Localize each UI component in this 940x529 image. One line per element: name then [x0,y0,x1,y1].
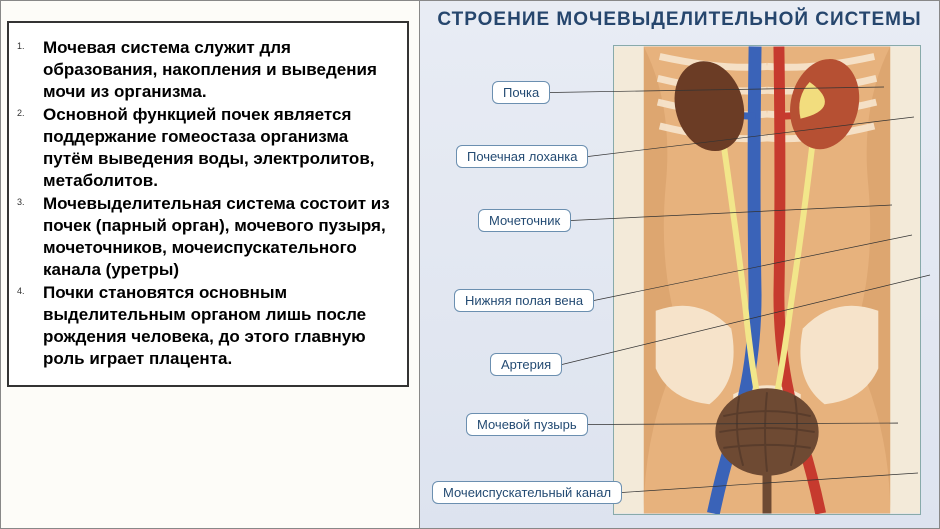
anatomy-label: Мочеточник [478,209,571,232]
diagram-title: СТРОЕНИЕ МОЧЕВЫДЕЛИТЕЛЬНОЙ СИСТЕМЫ [420,1,939,37]
anatomy-label: Нижняя полая вена [454,289,594,312]
anatomy-label: Мочеиспускательный канал [432,481,622,504]
anatomy-label: Почка [492,81,550,104]
list-item: Почки становятся основным выделительным … [15,282,397,369]
text-box: Мочевая система служит для образования, … [7,21,409,387]
slide: Мочевая система служит для образования, … [0,0,940,529]
anatomy-label: Почечная лоханка [456,145,588,168]
anatomy-label: Артерия [490,353,562,376]
diagram-area: Почка Почечная лоханка Мочеточник Нижняя по… [426,41,933,522]
list-item: Основной функцией почек является поддерж… [15,104,397,191]
leader-lines [426,41,934,521]
left-column: Мочевая система служит для образования, … [1,1,419,528]
anatomy-label: Мочевой пузырь [466,413,588,436]
right-column: СТРОЕНИЕ МОЧЕВЫДЕЛИТЕЛЬНОЙ СИСТЕМЫ [419,1,939,528]
points-list: Мочевая система служит для образования, … [15,37,397,369]
list-item: Мочевая система служит для образования, … [15,37,397,102]
list-item: Мочевыделительная система состоит из поч… [15,193,397,280]
